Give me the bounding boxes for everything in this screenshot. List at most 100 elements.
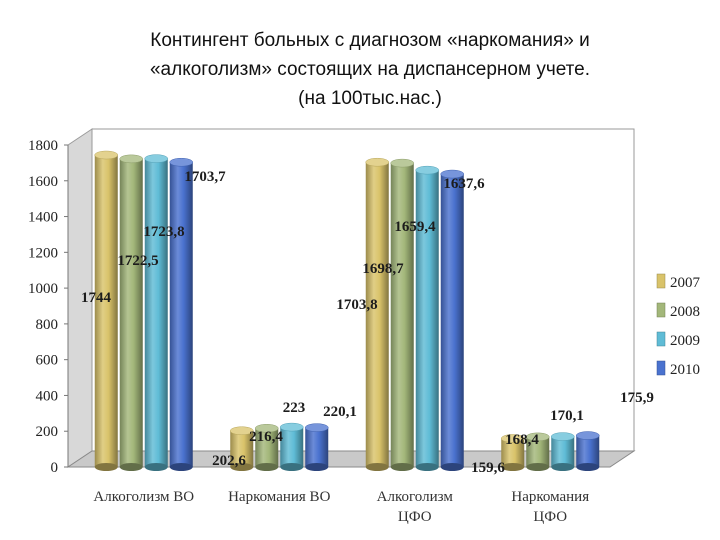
bar-base — [551, 463, 575, 471]
bar — [144, 154, 168, 471]
bar-base — [501, 463, 525, 471]
bar-base — [390, 463, 414, 471]
bar-body — [440, 174, 464, 467]
data-label: 1723,8 — [143, 224, 184, 240]
bar-body — [255, 428, 279, 467]
bar-body — [390, 163, 414, 467]
bars-group — [94, 150, 600, 471]
bar — [501, 434, 525, 471]
bar-top — [390, 158, 414, 168]
bar — [280, 422, 304, 471]
bar — [119, 154, 143, 471]
bar-base — [305, 463, 329, 471]
bar-base — [169, 463, 193, 471]
data-label: 168,4 — [505, 432, 539, 448]
bar-top — [169, 157, 193, 167]
legend-swatch — [656, 331, 666, 347]
bar-base — [415, 463, 439, 471]
bar-body — [119, 158, 143, 467]
bar-body — [501, 438, 525, 467]
data-label: 1659,4 — [394, 219, 436, 235]
bar-top — [415, 165, 439, 175]
bar-top — [551, 432, 575, 441]
data-label: 1744 — [81, 290, 112, 306]
category-label: Алкоголизм ВО — [93, 489, 194, 505]
category-label: Наркомания ВО — [228, 489, 330, 505]
legend-label: 2007 — [670, 275, 701, 291]
y-tick-label: 0 — [51, 460, 59, 476]
bar — [169, 157, 193, 471]
data-label: 220,1 — [323, 404, 357, 420]
y-tick-label: 400 — [36, 388, 59, 404]
bar-base — [526, 463, 550, 471]
bar-top — [230, 426, 254, 436]
bar-top — [440, 169, 464, 179]
data-label: 1703,7 — [184, 169, 226, 185]
bar-body — [230, 430, 254, 467]
bar — [365, 157, 389, 471]
title-line-3: (на 100тыс.нас.) — [298, 88, 442, 109]
data-label: 1703,8 — [336, 297, 377, 313]
bar — [415, 165, 439, 471]
bar-body — [305, 427, 329, 467]
bar-base — [144, 463, 168, 471]
bar — [305, 423, 329, 471]
bar-base — [255, 463, 279, 471]
bar-top — [94, 150, 118, 160]
bar-base — [440, 463, 464, 471]
bar-base — [280, 463, 304, 471]
data-labels-group: 1744 202,6 1703,8 159,6 1722,5 216,4 1698,7 168… — [81, 169, 654, 476]
bar-top — [144, 154, 168, 163]
bar-top — [119, 154, 143, 164]
bar-top — [255, 424, 279, 433]
y-tick-label: 1200 — [28, 245, 58, 261]
bar-top — [365, 157, 389, 167]
bar-base — [94, 463, 118, 471]
bar-top — [501, 434, 525, 443]
bar-body — [169, 162, 193, 468]
bar — [440, 169, 464, 471]
y-tick-label: 1600 — [28, 174, 58, 190]
data-label: 223 — [283, 400, 306, 416]
data-label: 1698,7 — [362, 261, 404, 277]
y-tick-label: 1800 — [28, 138, 58, 154]
bar-top — [280, 422, 304, 432]
y-tick-label: 600 — [36, 353, 59, 369]
data-label: 170,1 — [550, 408, 584, 424]
bar — [94, 150, 118, 471]
data-label: 216,4 — [249, 429, 283, 445]
data-label: 202,6 — [212, 453, 246, 469]
bar-top — [526, 432, 550, 442]
bar-body — [576, 435, 600, 467]
y-tick-label: 1400 — [28, 210, 58, 226]
bar-body — [144, 158, 168, 467]
legend-swatch — [656, 360, 666, 376]
legend-label: 2009 — [670, 333, 700, 349]
bar-body — [365, 162, 389, 467]
legend: 2007 2008 2009 2010 — [656, 273, 701, 378]
data-label: 175,9 — [620, 390, 654, 406]
bar-top — [305, 423, 329, 432]
bar — [255, 424, 279, 471]
y-tick-label: 200 — [36, 424, 59, 440]
bar — [230, 426, 254, 471]
category-label: Наркомания ЦФО — [511, 489, 589, 525]
title-line-2: «алкоголизм» состоящих на диспансерном у… — [149, 59, 591, 80]
bar-base — [576, 463, 600, 471]
y-tick-label: 800 — [36, 317, 59, 333]
chart-title: Контингент больных с диагнозом «наркоман… — [40, 26, 700, 113]
data-label: 1722,5 — [117, 253, 158, 269]
legend-swatch — [656, 273, 666, 289]
bar-base — [365, 463, 389, 471]
legend-swatch — [656, 302, 666, 318]
bar — [551, 432, 575, 471]
bar-body — [526, 436, 550, 467]
data-label: 159,6 — [471, 460, 505, 476]
bar — [390, 158, 414, 471]
bar — [576, 431, 600, 471]
bar-body — [94, 155, 118, 468]
data-label: 1637,6 — [443, 176, 485, 192]
bar-body — [415, 170, 439, 467]
bar — [526, 432, 550, 471]
